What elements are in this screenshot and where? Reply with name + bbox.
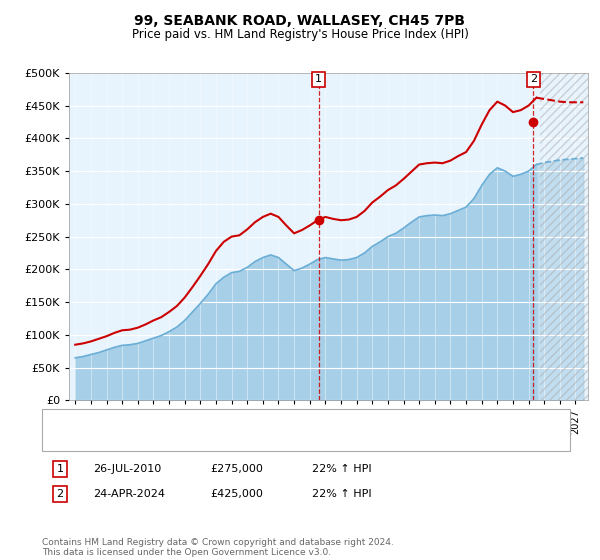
Text: HPI: Average price, detached house, Wirral: HPI: Average price, detached house, Wirr… bbox=[99, 434, 323, 444]
Bar bbox=[541, 73, 588, 400]
Text: Contains HM Land Registry data © Crown copyright and database right 2024.
This d: Contains HM Land Registry data © Crown c… bbox=[42, 538, 394, 557]
Text: 99, SEABANK ROAD, WALLASEY, CH45 7PB (detached house): 99, SEABANK ROAD, WALLASEY, CH45 7PB (de… bbox=[99, 416, 416, 426]
Bar bbox=[541, 73, 588, 400]
Text: Price paid vs. HM Land Registry's House Price Index (HPI): Price paid vs. HM Land Registry's House … bbox=[131, 28, 469, 41]
Text: 99, SEABANK ROAD, WALLASEY, CH45 7PB: 99, SEABANK ROAD, WALLASEY, CH45 7PB bbox=[134, 14, 466, 28]
Text: 2: 2 bbox=[530, 74, 537, 85]
Text: £275,000: £275,000 bbox=[210, 464, 263, 474]
Text: 1: 1 bbox=[315, 74, 322, 85]
Text: £425,000: £425,000 bbox=[210, 489, 263, 499]
Text: 26-JUL-2010: 26-JUL-2010 bbox=[93, 464, 161, 474]
Text: 2: 2 bbox=[56, 489, 64, 499]
Text: 1: 1 bbox=[56, 464, 64, 474]
Text: 24-APR-2024: 24-APR-2024 bbox=[93, 489, 165, 499]
Text: 22% ↑ HPI: 22% ↑ HPI bbox=[312, 464, 371, 474]
Text: 22% ↑ HPI: 22% ↑ HPI bbox=[312, 489, 371, 499]
